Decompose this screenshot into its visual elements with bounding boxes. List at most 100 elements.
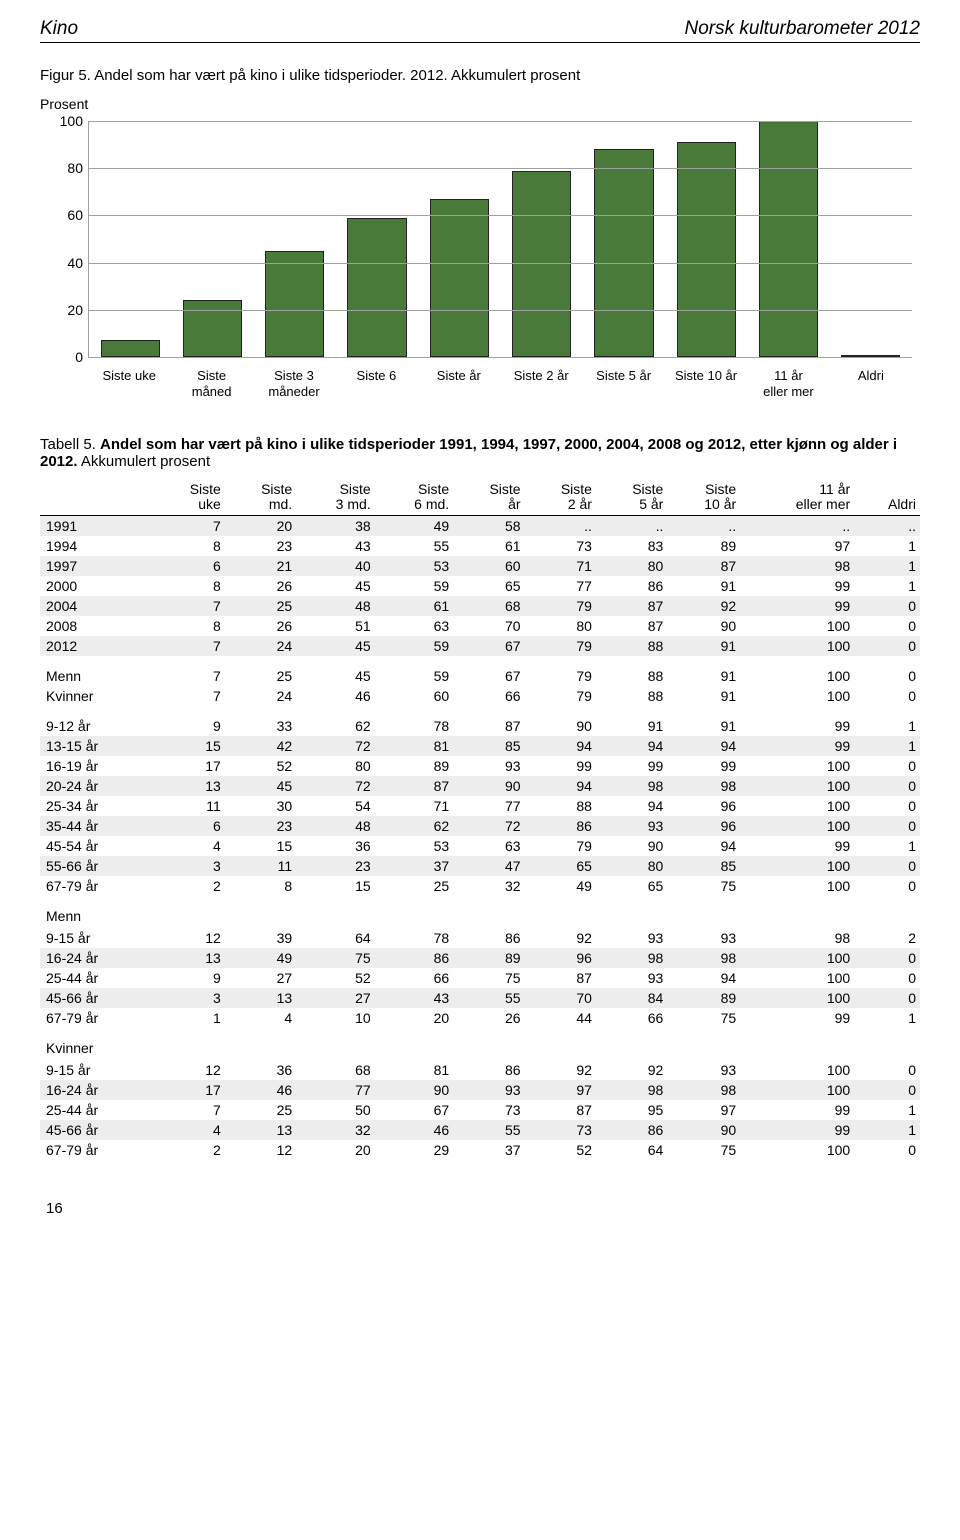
table-cell: 0: [854, 856, 920, 876]
table-cell: 0: [854, 796, 920, 816]
table-column-header: 11 åreller mer: [740, 480, 854, 515]
table-row-label: 67-79 år: [40, 876, 153, 896]
table-cell: 63: [453, 836, 524, 856]
table-column-header: Sistemd.: [225, 480, 296, 515]
page-footer: 16: [40, 1200, 920, 1217]
table-cell: 38: [296, 515, 374, 536]
table-cell: 67: [375, 1100, 453, 1120]
table-cell: 13: [225, 988, 296, 1008]
table-cell: 99: [740, 576, 854, 596]
table-cell: 25: [225, 596, 296, 616]
table-row: Menn7254559677988911000: [40, 666, 920, 686]
table-cell: 93: [596, 816, 667, 836]
table-cell: 95: [596, 1100, 667, 1120]
table-row-label: 2008: [40, 616, 153, 636]
table-cell: 48: [296, 816, 374, 836]
table-cell: 25: [225, 1100, 296, 1120]
table-cell: 84: [596, 988, 667, 1008]
chart-bar: [430, 199, 489, 357]
table-column-header: [40, 480, 153, 515]
chart-bar-slot: [500, 121, 582, 357]
table-cell: 96: [525, 948, 596, 968]
table-cell: 83: [596, 536, 667, 556]
chart-bar-slot: [89, 121, 171, 357]
table-cell: 99: [740, 1120, 854, 1140]
table-cell: 86: [453, 928, 524, 948]
table-cell: 87: [525, 968, 596, 988]
table-cell: 1: [854, 556, 920, 576]
table-cell: 92: [525, 1060, 596, 1080]
chart-bars: [89, 121, 912, 357]
table-cell: 55: [453, 1120, 524, 1140]
table-cell: 96: [667, 796, 740, 816]
chart-bar: [759, 121, 818, 357]
table-cell: 11: [153, 796, 224, 816]
table-cell: 51: [296, 616, 374, 636]
table-cell: 98: [596, 1080, 667, 1100]
table-cell: 0: [854, 968, 920, 988]
chart-x-label: Siste 6: [335, 364, 417, 406]
table-cell: 91: [667, 666, 740, 686]
table-cell: 73: [453, 1100, 524, 1120]
table-cell: 80: [596, 856, 667, 876]
table-cell: 63: [375, 616, 453, 636]
table-cell: 0: [854, 776, 920, 796]
table-row-label: 67-79 år: [40, 1008, 153, 1028]
table-cell: 89: [667, 536, 740, 556]
table-cell: 46: [375, 1120, 453, 1140]
table-cell: 86: [596, 576, 667, 596]
table-cell: 89: [453, 948, 524, 968]
table-cell: 12: [153, 1060, 224, 1080]
table-cell: 43: [296, 536, 374, 556]
table-cell: 7: [153, 636, 224, 656]
header-rule: [40, 42, 920, 43]
table-cell: 98: [667, 948, 740, 968]
chart-x-label: Sistemåned: [170, 364, 252, 406]
table-cell: 67: [453, 666, 524, 686]
table-cell: 55: [453, 988, 524, 1008]
table-row: 16-24 år13497586899698981000: [40, 948, 920, 968]
table-cell: 13: [225, 1120, 296, 1140]
table-cell: 79: [525, 596, 596, 616]
table-cell: 72: [296, 736, 374, 756]
table-cell: 0: [854, 756, 920, 776]
table-cell: 13: [153, 776, 224, 796]
table-cell: 24: [225, 636, 296, 656]
chart-bar-slot: [254, 121, 336, 357]
table-cell: 93: [596, 968, 667, 988]
chart-bar-slot: [583, 121, 665, 357]
table-cell: 66: [453, 686, 524, 706]
table-cell: 94: [525, 736, 596, 756]
table-cell: 66: [375, 968, 453, 988]
table-cell: 93: [596, 928, 667, 948]
table-cell: 48: [296, 596, 374, 616]
chart-x-label: Siste år: [418, 364, 500, 406]
table-cell: 37: [453, 1140, 524, 1160]
table-cell: 17: [153, 1080, 224, 1100]
chart-x-labels: Siste ukeSistemånedSiste 3månederSiste 6…: [88, 364, 912, 406]
table-cell: 60: [453, 556, 524, 576]
table-cell: 94: [525, 776, 596, 796]
table-cell: 79: [525, 686, 596, 706]
table-row-label: 1997: [40, 556, 153, 576]
table-cell: 98: [740, 556, 854, 576]
table-cell: 1: [153, 1008, 224, 1028]
table-cell: 0: [854, 1060, 920, 1080]
table-row-label: 13-15 år: [40, 736, 153, 756]
table-title: Tabell 5. Andel som har vært på kino i u…: [40, 436, 920, 470]
table-cell: 99: [740, 596, 854, 616]
table-cell: 9: [153, 968, 224, 988]
table-spacer: [40, 656, 920, 666]
chart-bar-slot: [747, 121, 829, 357]
table-cell: 92: [596, 1060, 667, 1080]
table-cell: 27: [225, 968, 296, 988]
table-cell: 100: [740, 686, 854, 706]
table-row-label: 2004: [40, 596, 153, 616]
table-cell: 52: [296, 968, 374, 988]
table-title-prefix: Tabell 5.: [40, 436, 100, 453]
table-cell: 91: [667, 576, 740, 596]
table-cell: 15: [296, 876, 374, 896]
table-row-label: 25-44 år: [40, 968, 153, 988]
table-cell: 77: [453, 796, 524, 816]
chart-x-label: Aldri: [830, 364, 912, 406]
